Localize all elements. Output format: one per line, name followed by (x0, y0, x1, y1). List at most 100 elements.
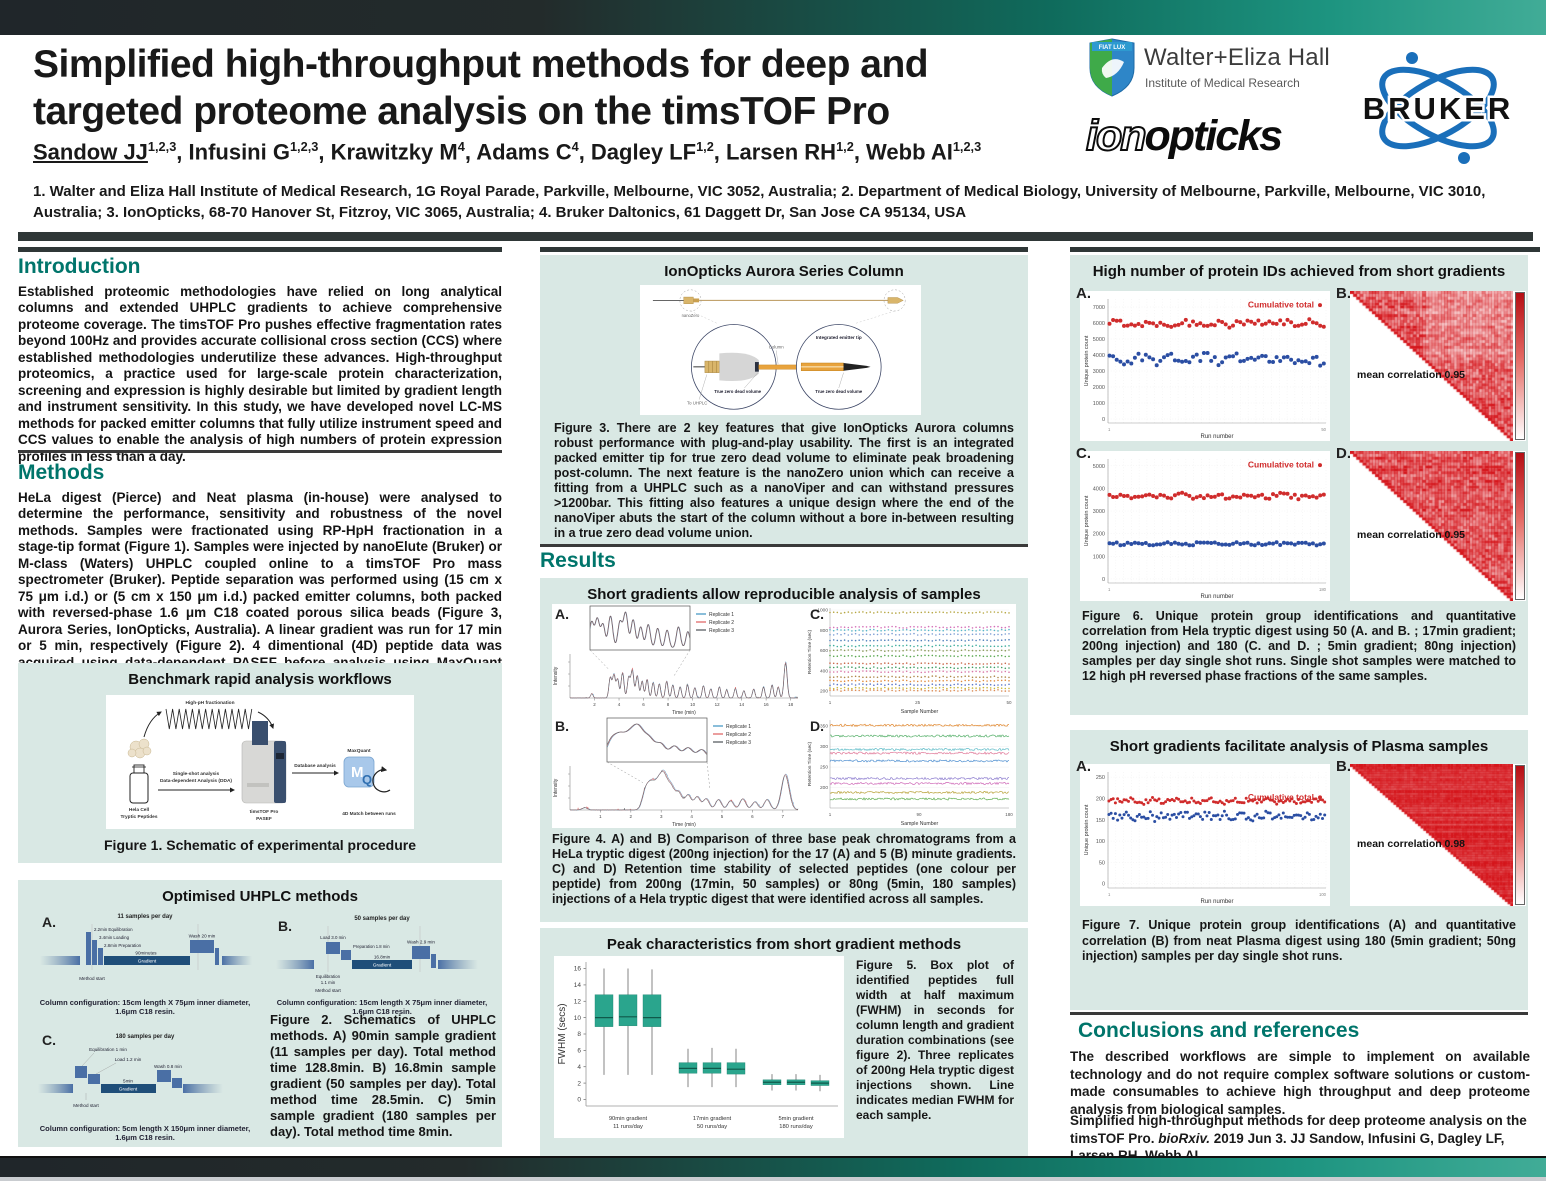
figure3-caption: Figure 3. There are 2 key features that … (554, 421, 1014, 540)
svg-text:Unique protein count: Unique protein count (1084, 804, 1090, 855)
ionopticks-logo: ionopticks (1085, 111, 1283, 161)
figure6-panel-d-letter: D. (1336, 445, 1351, 462)
svg-text:Intensity: Intensity (553, 778, 559, 797)
svg-text:Equilibration 1 min: Equilibration 1 min (89, 1047, 127, 1052)
cell-clump-icon (127, 738, 152, 759)
svg-text:FWHM (secs): FWHM (secs) (557, 1003, 568, 1064)
ionopticks-opticks: opticks (1144, 112, 1283, 160)
svg-text:Replicate 1: Replicate 1 (726, 724, 751, 730)
svg-text:Unique protein count: Unique protein count (1084, 335, 1090, 386)
svg-text:Run number: Run number (1200, 594, 1233, 600)
svg-text:6: 6 (751, 814, 754, 819)
svg-text:Time (min): Time (min) (672, 822, 696, 828)
figure4-panel-a-letter: A. (555, 606, 569, 622)
svg-text:Replicate 3: Replicate 3 (726, 740, 751, 746)
figure4-panel-c-letter: C. (810, 606, 824, 622)
svg-text:Cumulative total: Cumulative total (1248, 792, 1314, 802)
svg-text:180: 180 (1005, 812, 1013, 817)
introduction-body: Established proteomic methodologies have… (18, 284, 502, 464)
svg-text:Retention Time (sec): Retention Time (sec) (807, 629, 813, 674)
svg-text:50 runs/day: 50 runs/day (697, 1124, 727, 1130)
svg-text:8: 8 (667, 702, 670, 707)
figure2-panel-b-letter: B. (278, 918, 292, 934)
svg-text:4: 4 (618, 702, 621, 707)
svg-text:50: 50 (1321, 427, 1326, 432)
svg-text:1: 1 (1108, 427, 1111, 432)
figure1-schematic: High-pH fractionation Hela Cell Tryptic … (106, 695, 414, 829)
figure6-scatter-a: 0 1000 2000 3000 4000 5000 6000 7000 1 50 Run numb… (1080, 291, 1330, 441)
svg-text:2: 2 (593, 702, 596, 707)
svg-text:16.8min: 16.8min (374, 955, 391, 960)
svg-text:Hela Cell: Hela Cell (129, 807, 149, 813)
svg-text:Gradient: Gradient (119, 1087, 138, 1093)
svg-text:Replicate 3: Replicate 3 (709, 628, 734, 634)
svg-text:Sample Number: Sample Number (901, 821, 939, 827)
svg-text:Retention Time (sec): Retention Time (sec) (807, 741, 813, 786)
figure6-panel-c-letter: C. (1076, 445, 1091, 462)
svg-text:2.8min Preparation: 2.8min Preparation (104, 943, 142, 948)
svg-text:2000: 2000 (1093, 532, 1105, 538)
wehi-name: Walter+Eliza Hall (1144, 44, 1330, 71)
header-separator-bar (18, 232, 1533, 241)
figure6-box: High number of protein IDs achieved from… (1070, 255, 1528, 715)
figure6-panel-a-letter: A. (1076, 285, 1091, 302)
figure2-caption: Figure 2. Schematics of UHPLC methods. A… (270, 1012, 496, 1139)
methods-body: HeLa digest (Pierce) and Neat plasma (in… (18, 490, 502, 686)
svg-text:Replicate 2: Replicate 2 (726, 732, 751, 738)
figure6-caption: Figure 6. Unique protein group identific… (1082, 609, 1516, 683)
svg-text:90min gradient: 90min gradient (609, 1116, 648, 1122)
figure6-panel-b-letter: B. (1336, 285, 1351, 302)
figure7-title: Short gradients facilitate analysis of P… (1109, 738, 1489, 755)
bruker-logo: BRUKER (1360, 52, 1513, 164)
figure3-illustration: nanoZero Column True zero dead volume To… (640, 285, 921, 415)
svg-text:M: M (351, 764, 364, 781)
svg-text:Run number: Run number (1200, 899, 1233, 905)
svg-text:5min gradient: 5min gradient (778, 1116, 814, 1122)
svg-text:Preparation 1.8 min: Preparation 1.8 min (353, 944, 390, 949)
svg-text:Wash 2.9 min: Wash 2.9 min (407, 940, 435, 945)
svg-text:90: 90 (916, 812, 922, 817)
figure2-panel-a-diagram: 11 samples per day 2.2min Equilibration … (40, 914, 252, 981)
figure2-panel-a-config: Column configuration: 15cm length X 75μm… (39, 998, 251, 1016)
conclusions-body: The described workflows are simple to im… (1070, 1049, 1530, 1117)
svg-text:timsTOF Pro: timsTOF Pro (250, 809, 279, 815)
svg-text:Cumulative total: Cumulative total (1248, 460, 1314, 470)
vial-icon (129, 764, 149, 804)
svg-text:4000: 4000 (1093, 353, 1105, 359)
wehi-shield-icon: FIAT LUX (1089, 38, 1135, 97)
svg-text:Unique protein count: Unique protein count (1084, 495, 1090, 546)
svg-text:17min gradient: 17min gradient (693, 1116, 732, 1122)
figure3-box: IonOpticks Aurora Series Column nanoZero… (540, 255, 1028, 545)
reference-pre: Simplified high-throughput methods for d… (1070, 1113, 1527, 1146)
left-column-bar (18, 247, 502, 252)
svg-text:12: 12 (715, 702, 721, 707)
poster-title: Simplified high-throughput methods for d… (33, 42, 1053, 136)
svg-text:Sample Number: Sample Number (901, 709, 939, 715)
conclusions-heading: Conclusions and references (1078, 1019, 1360, 1042)
figure2-panel-c-config: Column configuration: 5cm length X 150μm… (39, 1124, 251, 1142)
svg-text:180: 180 (1319, 587, 1327, 592)
top-gradient-bar (0, 0, 1546, 35)
svg-text:400: 400 (820, 668, 828, 674)
figure3-title: IonOpticks Aurora Series Column (664, 263, 904, 280)
svg-text:1: 1 (1108, 587, 1111, 592)
svg-text:Replicate 2: Replicate 2 (709, 620, 734, 626)
svg-text:Data-dependent Analysis (DDA): Data-dependent Analysis (DDA) (160, 778, 232, 784)
svg-text:Replicate 1: Replicate 1 (709, 612, 734, 618)
svg-text:300: 300 (820, 744, 828, 750)
svg-text:5: 5 (721, 814, 724, 819)
nanozero-fitting-icon (683, 296, 694, 304)
svg-text:25: 25 (915, 700, 921, 705)
svg-text:2.2min Equilibration: 2.2min Equilibration (94, 927, 133, 932)
svg-text:Load 1.2 min: Load 1.2 min (115, 1057, 142, 1062)
svg-text:200: 200 (820, 785, 828, 791)
svg-text:350: 350 (820, 724, 828, 730)
figure1-box: Benchmark rapid analysis workflows High-… (18, 663, 502, 863)
svg-text:True zero dead volume: True zero dead volume (815, 389, 862, 394)
svg-text:0: 0 (1102, 882, 1105, 888)
svg-text:Wash 0.8 min: Wash 0.8 min (154, 1064, 182, 1069)
figure1-title: Benchmark rapid analysis workflows (128, 671, 392, 688)
figure2-panel-a-letter: A. (42, 914, 56, 930)
svg-text:200: 200 (1096, 796, 1105, 802)
figure4-box: Short gradients allow reproducible analy… (540, 578, 1028, 922)
